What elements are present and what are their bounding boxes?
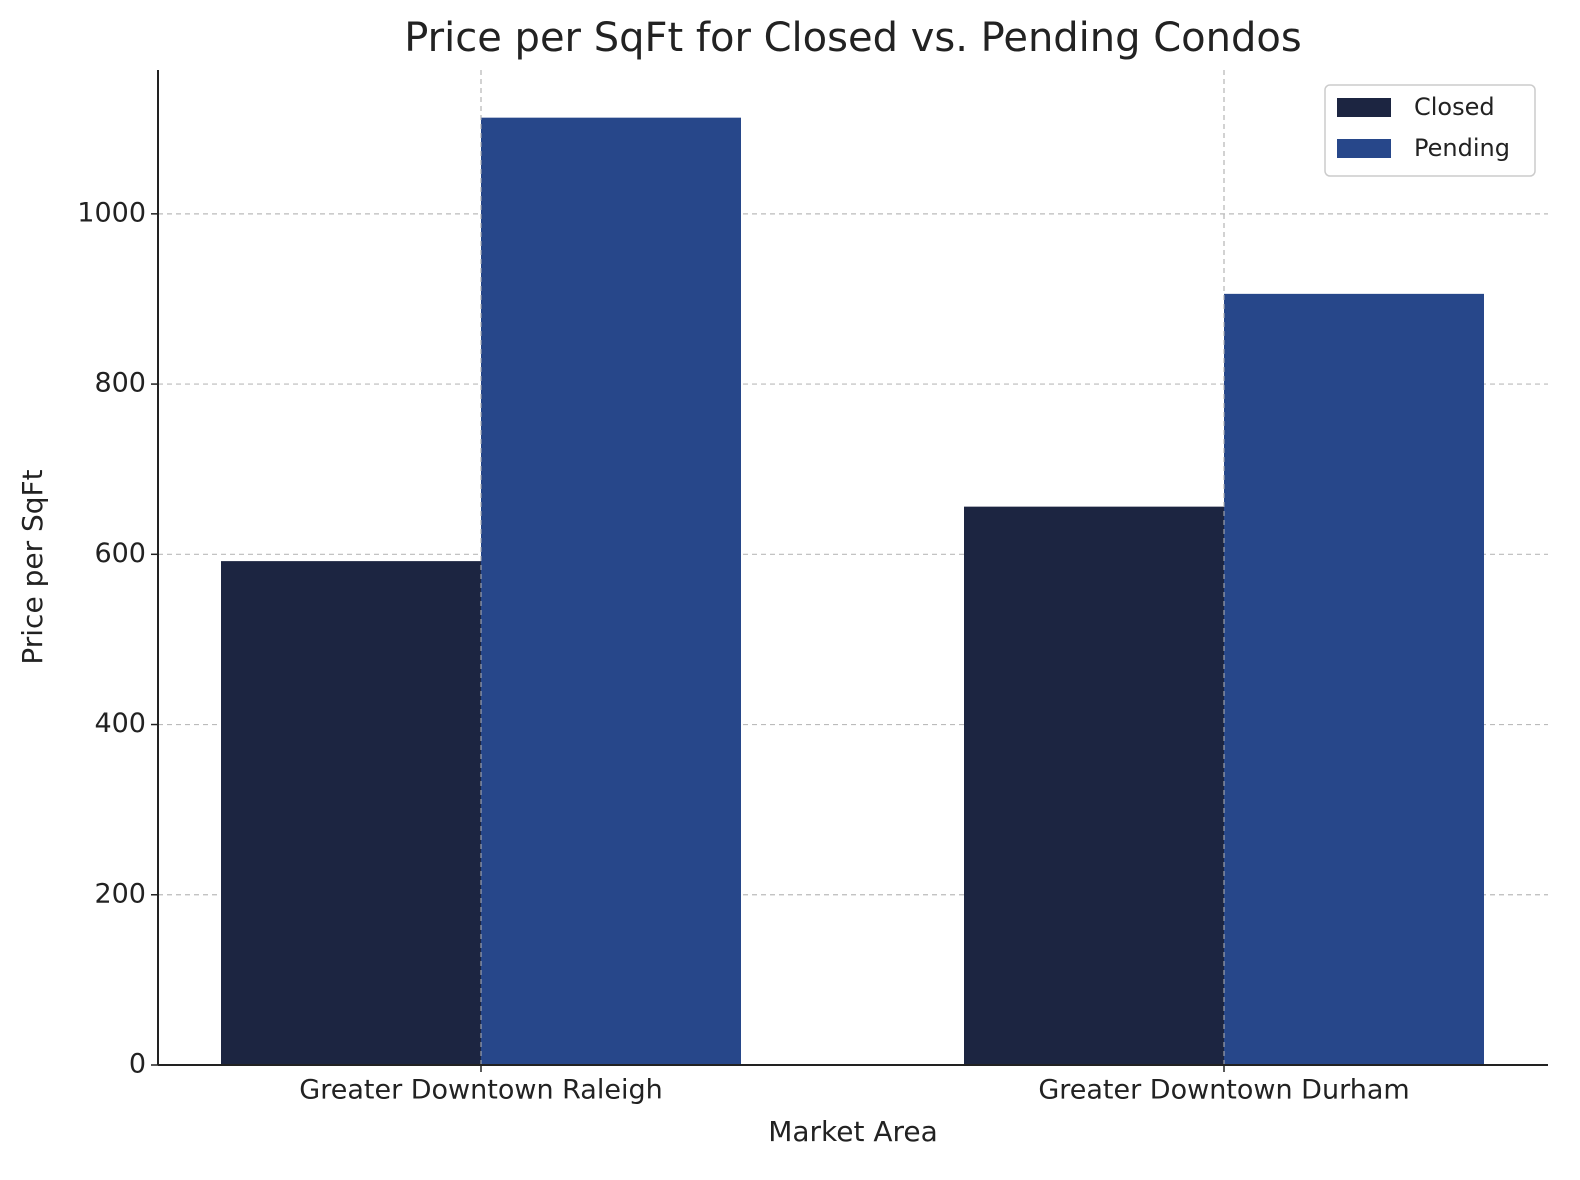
legend-label: Pending (1414, 134, 1510, 162)
legend-label: Closed (1414, 93, 1495, 121)
legend-swatch (1337, 139, 1391, 158)
bar (1224, 293, 1484, 1065)
x-tick-label: Greater Downtown Durham (1038, 1075, 1409, 1106)
legend-swatch (1337, 98, 1391, 117)
bar (221, 561, 481, 1065)
bar (481, 117, 741, 1065)
y-axis-label: Price per SqFt (16, 469, 49, 664)
y-tick-label: 600 (94, 538, 146, 569)
chart-title: Price per SqFt for Closed vs. Pending Co… (404, 15, 1301, 61)
y-tick-label: 1000 (77, 197, 146, 228)
bar (964, 506, 1224, 1065)
y-tick-label: 400 (94, 708, 146, 739)
x-axis-label: Market Area (768, 1115, 938, 1148)
y-tick-label: 0 (129, 1049, 146, 1080)
x-tick-label: Greater Downtown Raleigh (299, 1075, 662, 1106)
y-tick-label: 200 (94, 878, 146, 909)
y-tick-label: 800 (94, 368, 146, 399)
